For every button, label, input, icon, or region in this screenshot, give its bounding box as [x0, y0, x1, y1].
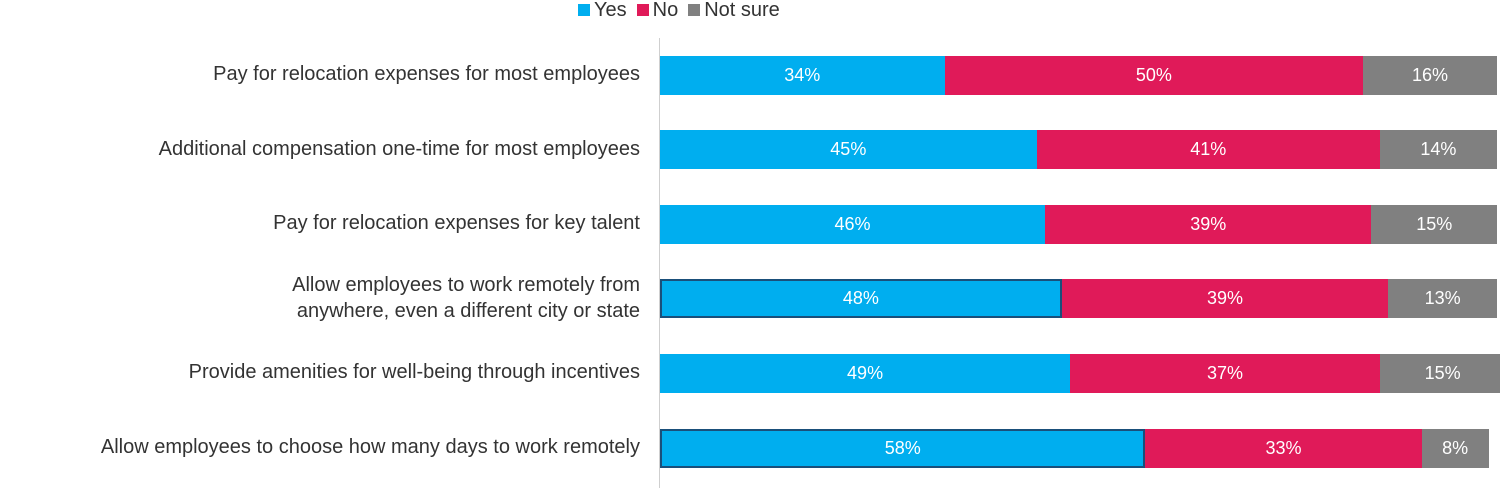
data-label: 45% — [830, 139, 867, 160]
data-label: 33% — [1265, 437, 1302, 458]
data-label: 46% — [834, 213, 871, 234]
data-label: 8% — [1442, 437, 1469, 458]
legend-item-not-sure: Not sure — [688, 0, 780, 22]
category-axis-line — [659, 38, 660, 488]
bar-segment-not-sure: 15% — [1371, 204, 1497, 244]
data-label: 48% — [842, 288, 879, 309]
data-label: 58% — [884, 437, 921, 458]
bar-segment-no: 39% — [1045, 204, 1372, 244]
category-label: Provide amenities for well-being through… — [188, 361, 640, 384]
bar-segment-not-sure: 8% — [1421, 428, 1489, 468]
bar-segment-no: 39% — [1061, 279, 1389, 319]
legend-label: No — [652, 0, 679, 21]
data-label: 50% — [1135, 64, 1172, 85]
legend-label: Not sure — [704, 0, 780, 21]
bar-segment-yes: 34% — [660, 55, 945, 95]
category-label: Additional compensation one-time for mos… — [158, 137, 640, 160]
data-label: 13% — [1424, 288, 1461, 309]
bar-segment-yes: 48% — [660, 279, 1062, 319]
bar-segment-not-sure: 13% — [1388, 279, 1497, 319]
bar-segment-yes: 46% — [660, 204, 1046, 244]
bar-segment-no: 41% — [1036, 130, 1380, 170]
data-label: 41% — [1190, 139, 1227, 160]
data-label: 34% — [784, 64, 821, 85]
data-label: 39% — [1190, 213, 1227, 234]
bar-segment-yes: 45% — [660, 130, 1037, 170]
data-label: 39% — [1206, 288, 1243, 309]
category-label: Allow employees to work remotely from any… — [292, 273, 640, 322]
bar-segment-no: 37% — [1070, 353, 1380, 393]
data-label: 49% — [847, 362, 884, 383]
bar-segment-not-sure: 16% — [1363, 55, 1497, 95]
legend-swatch — [688, 4, 701, 16]
bar-segment-not-sure: 15% — [1379, 353, 1500, 393]
data-label: 16% — [1412, 64, 1449, 85]
data-label: 15% — [1416, 213, 1453, 234]
legend-label: Yes — [594, 0, 627, 21]
bar-segment-yes: 58% — [660, 428, 1146, 468]
data-label: 14% — [1420, 139, 1457, 160]
data-label: 37% — [1206, 362, 1243, 383]
legend-item-yes: Yes — [578, 0, 627, 22]
bar-segment-not-sure: 14% — [1379, 130, 1497, 170]
bar-segment-no: 33% — [1145, 428, 1422, 468]
bar-segment-yes: 49% — [660, 353, 1071, 393]
category-label: Allow employees to choose how many days … — [100, 436, 640, 458]
category-label: Pay for relocation expenses for most emp… — [213, 63, 640, 85]
category-label: Pay for relocation expenses for key tale… — [273, 212, 640, 235]
legend-swatch — [636, 4, 649, 16]
legend: Yes No Not sure — [578, 0, 780, 22]
legend-swatch — [578, 4, 590, 16]
legend-item-no: No — [636, 0, 679, 22]
bar-segment-no: 50% — [944, 55, 1364, 95]
data-label: 15% — [1424, 362, 1461, 383]
